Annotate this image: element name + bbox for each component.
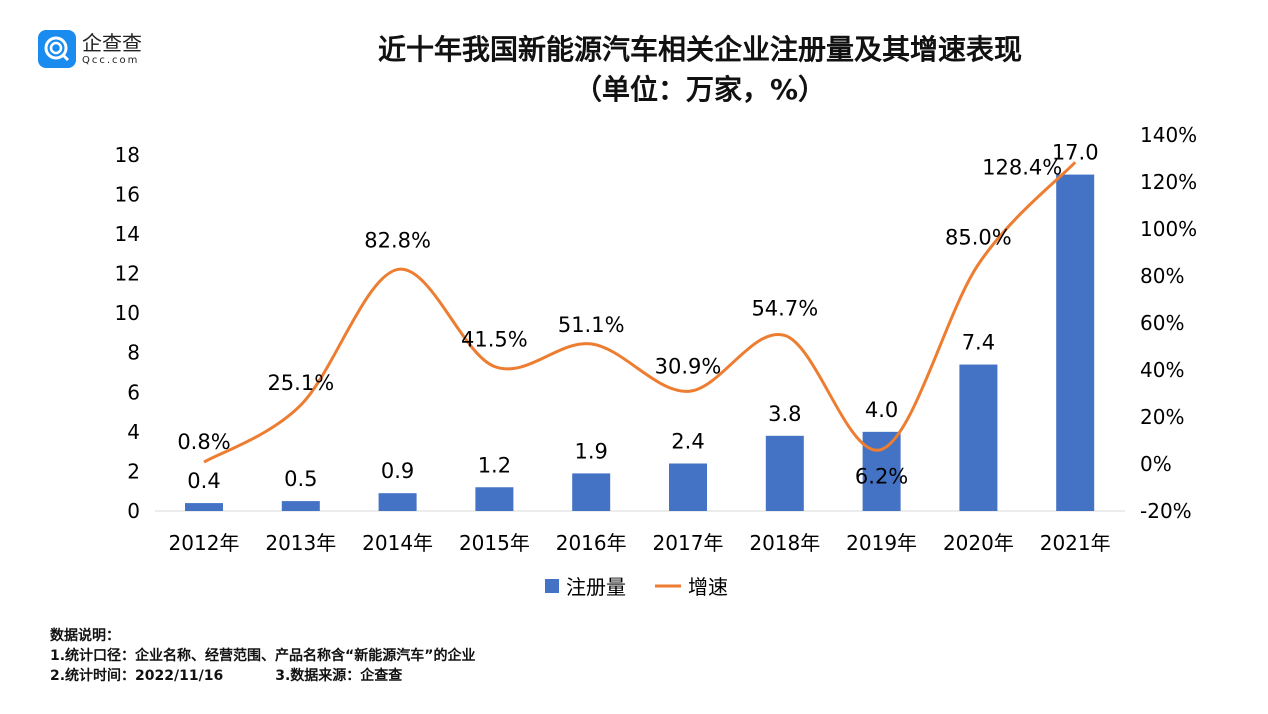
right-axis-tick: 40% [1140, 358, 1184, 382]
right-axis-tick: 100% [1140, 217, 1197, 241]
notes-source: 3.数据来源：企查查 [275, 668, 403, 684]
left-axis-tick: 18 [115, 143, 140, 167]
bar [669, 463, 707, 511]
right-axis-tick: 60% [1140, 311, 1184, 335]
left-axis-tick: 0 [127, 499, 140, 523]
x-axis-tick: 2020年 [943, 531, 1014, 555]
left-axis-tick: 8 [127, 341, 140, 365]
bar-label: 0.9 [381, 459, 414, 483]
left-axis-tick: 16 [115, 182, 140, 206]
bar-label: 1.2 [478, 453, 511, 477]
chart-subtitle: （单位：万家，%） [573, 73, 827, 106]
line-label: 82.8% [364, 228, 431, 252]
logo-name: 企查查 [82, 30, 142, 55]
x-axis-tick: 2015年 [459, 531, 530, 555]
bar-label: 3.8 [768, 402, 801, 426]
line-label: 41.5% [461, 327, 528, 351]
notes-heading: 数据说明： [50, 628, 120, 644]
logo-domain: Qcc.com [82, 54, 140, 66]
line-label: 6.2% [855, 464, 908, 488]
bar [862, 431, 901, 511]
left-axis-tick: 6 [127, 380, 140, 404]
bar-label: 7.4 [962, 331, 995, 355]
bar [475, 487, 514, 511]
left-axis-tick: 12 [115, 262, 140, 286]
x-axis-tick: 2016年 [556, 531, 627, 555]
line-label: 30.9% [655, 354, 722, 378]
left-axis-tick: 10 [115, 301, 140, 325]
chart-title: 近十年我国新能源汽车相关企业注册量及其增速表现 [377, 33, 1022, 66]
line-label: 0.8% [177, 430, 230, 454]
legend-swatch-bar [545, 579, 559, 593]
bar [281, 501, 320, 511]
left-axis-tick: 2 [127, 459, 140, 483]
bar-label: 0.4 [187, 469, 220, 493]
growth-line [203, 161, 1077, 464]
right-axis-tick: 120% [1140, 170, 1197, 194]
bar-label: 17.0 [1052, 141, 1099, 165]
bar-label: 1.9 [574, 439, 607, 463]
right-axis-tick: 20% [1140, 405, 1184, 429]
bar [765, 435, 804, 511]
bar [959, 364, 998, 511]
bar-label: 0.5 [284, 467, 317, 491]
legend-label-line: 增速 [688, 575, 728, 599]
legend-label-bar: 注册量 [566, 575, 626, 599]
bar [572, 473, 611, 511]
x-axis-tick: 2018年 [749, 531, 820, 555]
bar [1056, 174, 1095, 511]
right-axis-tick: 140% [1140, 123, 1197, 147]
right-axis-tick: 80% [1140, 264, 1184, 288]
line-label: 85.0% [945, 225, 1012, 249]
x-axis-tick: 2014年 [362, 531, 433, 555]
bar-label: 2.4 [671, 430, 704, 454]
x-axis-tick: 2019年 [846, 531, 917, 555]
right-axis-tick: 0% [1140, 452, 1172, 476]
x-axis-tick: 2013年 [265, 531, 336, 555]
notes-line1: 1.统计口径：企业名称、经营范围、产品名称含“新能源汽车”的企业 [50, 648, 476, 664]
bar-label: 4.0 [865, 398, 898, 422]
line-label: 51.1% [558, 313, 625, 337]
left-axis-tick: 14 [115, 222, 140, 246]
line-label: 54.7% [751, 296, 818, 320]
left-axis-tick: 4 [127, 420, 140, 444]
logo-icon [38, 30, 76, 68]
x-axis-tick: 2012年 [169, 531, 240, 555]
notes-date: 2.统计时间：2022/11/16 [50, 668, 224, 684]
bar [378, 493, 417, 511]
right-axis-tick: -20% [1140, 499, 1192, 523]
bar [185, 503, 223, 511]
logo: 企查查 Qcc.com [38, 30, 142, 68]
x-axis-tick: 2017年 [653, 531, 724, 555]
line-label: 128.4% [982, 155, 1062, 179]
data-notes: 数据说明： 1.统计口径：企业名称、经营范围、产品名称含“新能源汽车”的企业 2… [50, 626, 475, 686]
line-label: 25.1% [267, 371, 334, 395]
x-axis-tick: 2021年 [1040, 531, 1111, 555]
